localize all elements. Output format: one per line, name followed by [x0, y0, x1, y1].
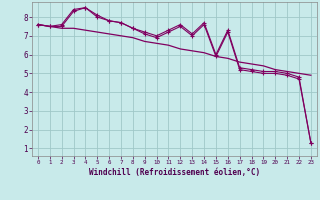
X-axis label: Windchill (Refroidissement éolien,°C): Windchill (Refroidissement éolien,°C): [89, 168, 260, 177]
